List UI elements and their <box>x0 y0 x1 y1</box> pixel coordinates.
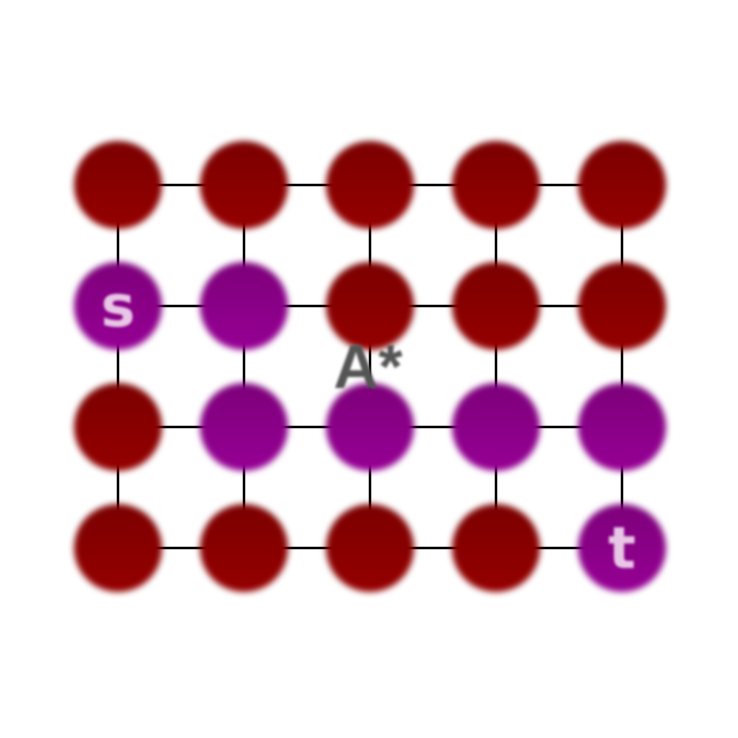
node-0-1 <box>200 141 288 229</box>
path-node-2-2 <box>326 383 414 471</box>
path-node-2-4 <box>578 383 666 471</box>
path-node-2-3 <box>452 383 540 471</box>
node-3-3 <box>452 504 540 592</box>
node-1-3 <box>452 262 540 350</box>
start-node-label: s <box>101 272 136 340</box>
diagram-title: A* <box>334 333 404 402</box>
node-1-2 <box>326 262 414 350</box>
path-node-2-1 <box>200 383 288 471</box>
node-3-0 <box>74 504 162 592</box>
node-0-0 <box>74 141 162 229</box>
node-1-4 <box>578 262 666 350</box>
node-0-4 <box>578 141 666 229</box>
path-node-1-0 <box>74 262 162 350</box>
path-node-1-1 <box>200 262 288 350</box>
target-node-label: t <box>608 514 636 582</box>
path-node-3-4 <box>578 504 666 592</box>
node-0-2 <box>326 141 414 229</box>
node-3-1 <box>200 504 288 592</box>
nodes: st <box>74 141 666 592</box>
node-2-0 <box>74 383 162 471</box>
node-3-2 <box>326 504 414 592</box>
node-0-3 <box>452 141 540 229</box>
